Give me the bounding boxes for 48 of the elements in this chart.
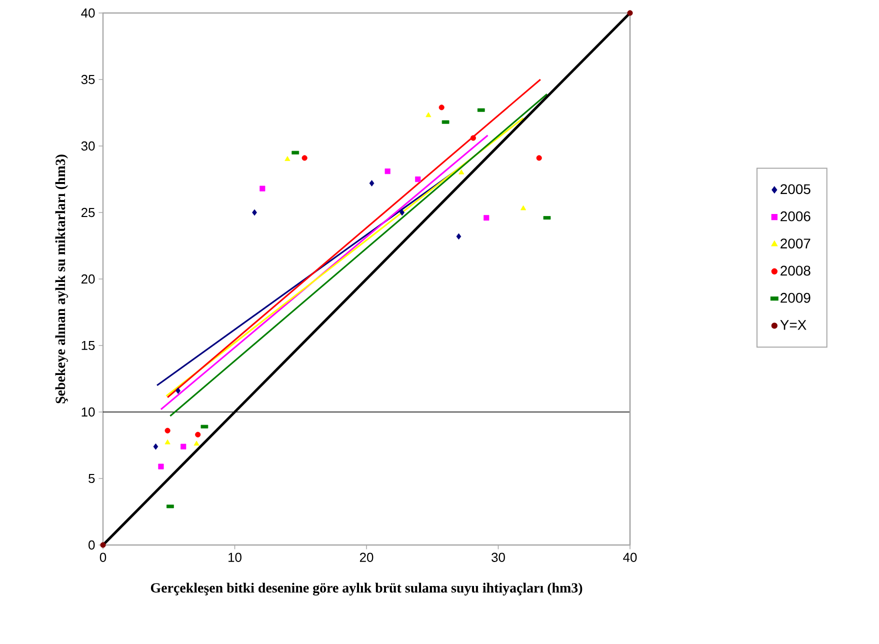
y-axis-title: Şebekeye alınan aylık su miktarları (hm3) bbox=[55, 154, 68, 404]
y-tick-label: 5 bbox=[88, 474, 95, 484]
point bbox=[252, 209, 257, 216]
point bbox=[627, 10, 633, 16]
point bbox=[438, 104, 444, 110]
point bbox=[176, 388, 181, 394]
x-tick-label: 30 bbox=[492, 552, 505, 562]
point bbox=[284, 156, 290, 161]
x-tick-label: 20 bbox=[360, 552, 374, 562]
y-tick-label: 15 bbox=[82, 340, 95, 350]
point bbox=[195, 432, 201, 438]
y-tick-label: 10 bbox=[82, 407, 95, 417]
y-tick-label: 20 bbox=[81, 274, 95, 284]
legend-label: 2005 bbox=[780, 184, 810, 194]
point bbox=[384, 168, 390, 174]
x-tick-label: 40 bbox=[623, 552, 637, 562]
x-tick-label: 0 bbox=[100, 552, 106, 562]
x-axis-title: Gerçekleşen bitki desenine göre aylık brüt sulama suyu ihtiyaçları (hm3) bbox=[150, 582, 582, 596]
legend-label: 2006 bbox=[780, 211, 810, 222]
legend-label: 2009 bbox=[780, 292, 810, 303]
point bbox=[260, 186, 266, 192]
point bbox=[484, 215, 490, 221]
point bbox=[456, 233, 462, 240]
point bbox=[180, 444, 186, 450]
y-tick-label: 40 bbox=[81, 8, 95, 18]
legend-label: Y=X bbox=[780, 320, 806, 330]
y-tick-label: 30 bbox=[81, 141, 95, 151]
point bbox=[400, 209, 405, 216]
y-tick-label: 35 bbox=[81, 74, 95, 84]
point bbox=[164, 428, 170, 434]
legend-label: 2008 bbox=[780, 266, 810, 276]
point bbox=[302, 155, 308, 161]
point bbox=[369, 180, 374, 186]
y-tick-label: 25 bbox=[81, 208, 95, 218]
point bbox=[458, 169, 464, 174]
point bbox=[100, 542, 106, 548]
point bbox=[520, 205, 526, 210]
legend-label: 2007 bbox=[780, 238, 810, 248]
point bbox=[415, 176, 421, 182]
point bbox=[158, 464, 164, 470]
point bbox=[536, 155, 542, 161]
point bbox=[194, 440, 200, 446]
x-tick-label: 10 bbox=[228, 552, 242, 562]
point bbox=[153, 443, 158, 450]
point bbox=[426, 112, 432, 118]
point bbox=[470, 135, 476, 141]
point bbox=[164, 439, 170, 444]
y-tick-label: 0 bbox=[88, 540, 95, 550]
